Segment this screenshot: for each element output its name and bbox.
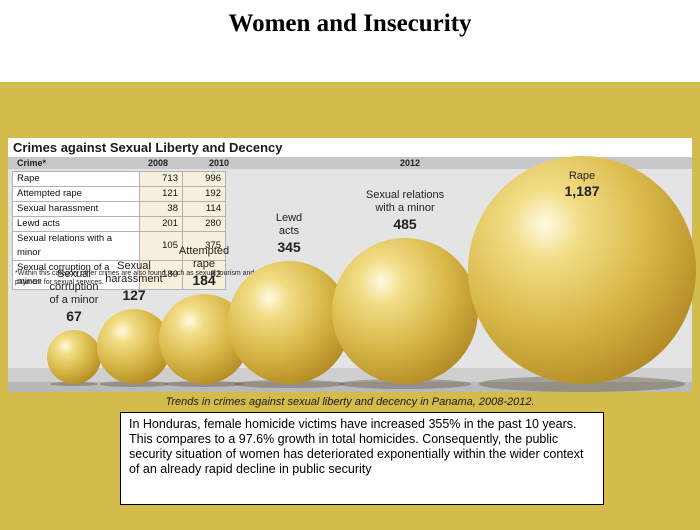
table-row: Lewd acts 201 280 — [12, 216, 226, 232]
crime-data-table: Rape 713 996 Attempted rape 121 192 Sexual har… — [12, 171, 226, 290]
bubble-mark — [227, 261, 351, 384]
table-cell-value: 280 — [182, 216, 226, 232]
bubble-label: Sexual relations with a minor — [366, 189, 444, 215]
table-cell-value: 192 — [182, 186, 226, 202]
bubble-value: 67 — [66, 307, 82, 324]
bubble-shadow — [233, 379, 345, 389]
table-cell-value: 114 — [182, 201, 226, 217]
bubble-value: 485 — [393, 216, 417, 233]
bubble-label: Lewd acts — [276, 212, 302, 238]
bubble-label: Attempted rape — [179, 245, 229, 271]
bubble-label-line: Rape — [568, 170, 596, 182]
table-cell-value: 105 — [139, 231, 183, 261]
table-cell-value: 996 — [182, 171, 226, 187]
bubble-label-line: acts — [278, 225, 300, 238]
bubble-shadow — [49, 382, 99, 386]
bubble-label-line: of a minor — [49, 293, 99, 306]
table-cell-value: 201 — [139, 216, 183, 232]
bubble-value: 127 — [122, 287, 146, 304]
column-header-2012: 2012 — [400, 158, 421, 168]
bubble-label-line: corruption — [49, 280, 99, 293]
column-header-bar — [8, 157, 692, 169]
table-cell-value: 375 — [182, 231, 226, 261]
table-row: Rape 713 996 — [12, 171, 226, 187]
bubble-label-line: Sexual — [117, 260, 151, 273]
column-header-2008: 2008 — [148, 158, 169, 168]
table-cell-crime: Lewd acts — [12, 216, 140, 232]
bubble-label-line: Attempted — [178, 245, 230, 258]
table-cell-crime: Sexual relations with a minor — [12, 231, 140, 261]
bubble-label-line: rape — [192, 258, 216, 271]
bubble-mark — [46, 329, 102, 384]
table-cell-value: 180 — [139, 260, 183, 290]
table-cell-value: 38 — [139, 201, 183, 217]
table-body: Rape 713 996 Attempted rape 121 192 Sexual har… — [12, 171, 226, 290]
table-cell-value: 713 — [139, 171, 183, 187]
bubble-label: Sexual harassment — [105, 260, 162, 286]
bubble-shadow — [163, 380, 245, 388]
table-row: Sexual corruption of a minor 180 82 — [12, 260, 226, 290]
table-row: Sexual relations with a minor 105 375 — [12, 231, 226, 261]
bubble-label-line: harassment — [105, 273, 163, 286]
bubble-label: Sexual corruption of a minor — [50, 268, 99, 307]
table-cell-value: 121 — [139, 186, 183, 202]
bubble-label-line: Lewd — [275, 212, 303, 225]
chart-panel: Crimes against Sexual Liberty and Decenc… — [8, 138, 696, 392]
bubble-label-line: with a minor — [375, 202, 435, 215]
bubble-label-line: Sexual relations — [365, 189, 445, 202]
column-header-2010: 2010 — [209, 158, 230, 168]
table-row: Attempted rape 121 192 — [12, 186, 226, 202]
chart-header: Crimes against Sexual Liberty and Decenc… — [8, 138, 692, 157]
bubble-value: 1,187 — [564, 183, 600, 199]
table-cell-crime: Rape — [12, 171, 140, 187]
table-cell-value: 82 — [182, 260, 226, 290]
bubble-label: Rape — [569, 170, 595, 183]
column-header-crime: Crime* — [17, 158, 47, 168]
bubble-label-line: Sexual — [57, 267, 91, 280]
chart-floor-edge — [8, 382, 692, 392]
bubble-shadow — [100, 381, 168, 387]
bubble-mark — [468, 156, 696, 384]
table-footnote: *Within this category other crimes are a… — [15, 270, 255, 286]
table-cell-crime: Sexual corruption of a minor — [12, 260, 140, 290]
table-row: Sexual harassment 38 114 — [12, 201, 226, 217]
chart-caption: Trends in crimes against sexual liberty … — [165, 396, 535, 408]
table-cell-crime: Attempted rape — [12, 186, 140, 202]
summary-text-box: In Honduras, female homicide victims hav… — [120, 412, 604, 505]
bubble-mark — [332, 238, 478, 384]
bubble-mark — [96, 309, 172, 384]
table-cell-crime: Sexual harassment — [12, 201, 140, 217]
bubble-shadow — [339, 378, 471, 390]
bubble-value: 345 — [277, 239, 301, 256]
page-title: Women and Insecurity — [228, 10, 472, 37]
bubble-value: 184 — [192, 272, 216, 289]
chart-title: Crimes against Sexual Liberty and Decenc… — [13, 140, 283, 155]
